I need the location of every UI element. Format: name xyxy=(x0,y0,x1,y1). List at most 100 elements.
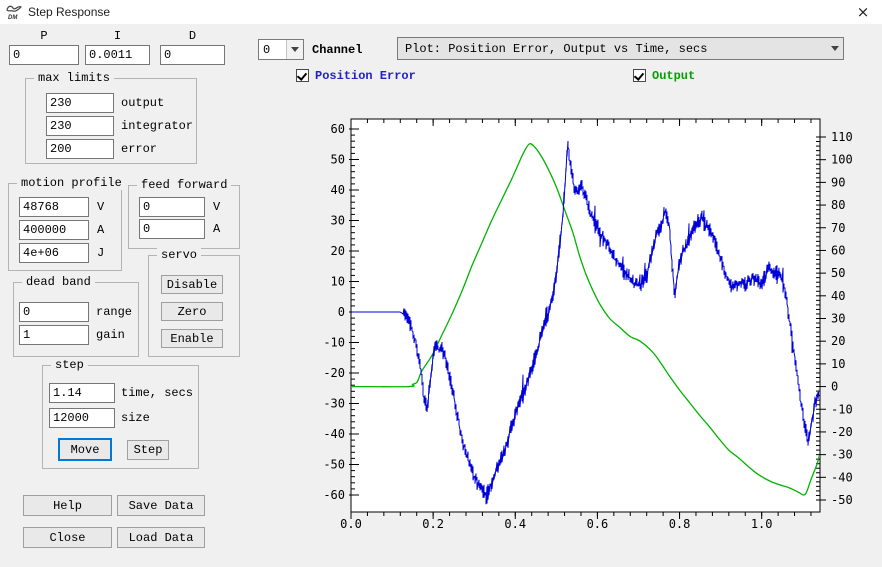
window-title: Step Response xyxy=(28,5,111,19)
jerk-field[interactable] xyxy=(19,243,89,263)
ff-velocity-label: V xyxy=(213,200,221,214)
max-output-field[interactable] xyxy=(46,93,114,113)
svg-text:-40: -40 xyxy=(831,470,853,484)
svg-text:0.4: 0.4 xyxy=(504,517,526,531)
svg-text:50: 50 xyxy=(831,266,845,280)
svg-text:20: 20 xyxy=(331,244,345,258)
svg-text:0.0: 0.0 xyxy=(340,517,362,531)
svg-text:30: 30 xyxy=(331,214,345,228)
svg-text:1.0: 1.0 xyxy=(751,517,773,531)
chevron-down-icon xyxy=(827,38,843,59)
help-button[interactable]: Help xyxy=(23,495,112,516)
motion-profile-group: motion profile V A J xyxy=(8,176,126,271)
feed-forward-title: feed forward xyxy=(137,178,232,192)
chevron-down-icon xyxy=(286,40,303,59)
check-icon xyxy=(633,70,645,81)
title-bar: DM Step Response × xyxy=(0,0,882,24)
step-button[interactable]: Step xyxy=(127,440,169,460)
svg-text:80: 80 xyxy=(831,198,845,212)
step-size-field[interactable] xyxy=(49,408,115,428)
svg-text:-10: -10 xyxy=(831,402,853,416)
output-label: Output xyxy=(652,69,696,83)
svg-text:-20: -20 xyxy=(323,366,345,380)
i-field[interactable] xyxy=(85,45,150,65)
position-error-checkbox[interactable] xyxy=(296,69,309,82)
dead-band-gain-field[interactable] xyxy=(19,325,89,345)
svg-text:60: 60 xyxy=(831,243,845,257)
ff-accel-field[interactable] xyxy=(139,219,205,239)
max-output-label: output xyxy=(121,96,165,110)
svg-text:40: 40 xyxy=(831,289,845,303)
svg-text:50: 50 xyxy=(331,153,345,167)
max-integrator-field[interactable] xyxy=(46,116,114,136)
dead-band-title: dead band xyxy=(22,275,95,289)
svg-text:-50: -50 xyxy=(323,458,345,472)
svg-text:-60: -60 xyxy=(323,488,345,502)
step-size-label: size xyxy=(121,411,150,425)
channel-select[interactable]: 0 xyxy=(258,39,304,60)
accel-field[interactable] xyxy=(19,220,89,240)
servo-group: servo Disable Zero Enable xyxy=(148,248,240,357)
step-time-field[interactable] xyxy=(49,383,115,403)
svg-text:-50: -50 xyxy=(831,493,853,507)
p-label: P xyxy=(40,29,48,43)
svg-text:0: 0 xyxy=(831,380,838,394)
d-label: D xyxy=(188,29,197,43)
app-icon: DM xyxy=(5,3,23,21)
save-data-button[interactable]: Save Data xyxy=(117,495,205,516)
velocity-field[interactable] xyxy=(19,197,89,217)
output-checkbox[interactable] xyxy=(633,69,646,82)
move-button[interactable]: Move xyxy=(58,438,112,461)
step-time-label: time, secs xyxy=(121,386,194,400)
servo-zero-button[interactable]: Zero xyxy=(161,302,223,321)
close-button[interactable]: Close xyxy=(23,527,112,548)
load-data-button[interactable]: Load Data xyxy=(117,527,205,548)
svg-text:DM: DM xyxy=(8,15,18,21)
svg-text:0.2: 0.2 xyxy=(422,517,444,531)
dead-band-gain-label: gain xyxy=(96,328,125,342)
channel-value: 0 xyxy=(263,42,271,57)
svg-text:30: 30 xyxy=(831,312,845,326)
svg-text:40: 40 xyxy=(331,183,345,197)
max-limits-group: max limits output integrator error xyxy=(25,71,197,164)
svg-text:100: 100 xyxy=(831,153,853,167)
motion-profile-title: motion profile xyxy=(17,176,126,190)
p-field[interactable] xyxy=(9,45,79,65)
svg-text:20: 20 xyxy=(831,334,845,348)
servo-enable-button[interactable]: Enable xyxy=(161,329,223,348)
accel-label: A xyxy=(97,223,105,237)
plot-select-value: Plot: Position Error, Output vs Time, se… xyxy=(405,41,708,56)
svg-text:10: 10 xyxy=(331,275,345,289)
dead-band-range-field[interactable] xyxy=(19,302,89,322)
servo-title: servo xyxy=(157,248,202,262)
max-integrator-label: integrator xyxy=(121,119,194,133)
max-error-label: error xyxy=(121,142,158,156)
jerk-label: J xyxy=(97,246,105,260)
d-field[interactable] xyxy=(160,45,225,65)
svg-text:70: 70 xyxy=(831,221,845,235)
servo-disable-button[interactable]: Disable xyxy=(161,275,223,294)
position-error-label: Position Error xyxy=(315,69,416,83)
ff-accel-label: A xyxy=(213,222,221,236)
max-error-field[interactable] xyxy=(46,139,114,159)
max-limits-title: max limits xyxy=(34,71,115,85)
dead-band-group: dead band range gain xyxy=(13,275,139,357)
channel-label: Channel xyxy=(312,43,363,57)
svg-text:110: 110 xyxy=(831,130,853,144)
dead-band-range-label: range xyxy=(96,305,133,319)
i-label: I xyxy=(113,29,122,43)
check-icon xyxy=(296,70,308,81)
svg-text:0.8: 0.8 xyxy=(669,517,691,531)
step-title: step xyxy=(51,358,88,372)
svg-text:-10: -10 xyxy=(323,336,345,350)
svg-text:-30: -30 xyxy=(831,448,853,462)
svg-text:0: 0 xyxy=(338,305,345,319)
plot-select[interactable]: Plot: Position Error, Output vs Time, se… xyxy=(397,37,844,60)
svg-text:10: 10 xyxy=(831,357,845,371)
close-icon[interactable]: × xyxy=(856,3,870,21)
svg-text:60: 60 xyxy=(331,122,345,136)
ff-velocity-field[interactable] xyxy=(139,197,205,217)
svg-text:90: 90 xyxy=(831,175,845,189)
svg-text:0.6: 0.6 xyxy=(587,517,609,531)
